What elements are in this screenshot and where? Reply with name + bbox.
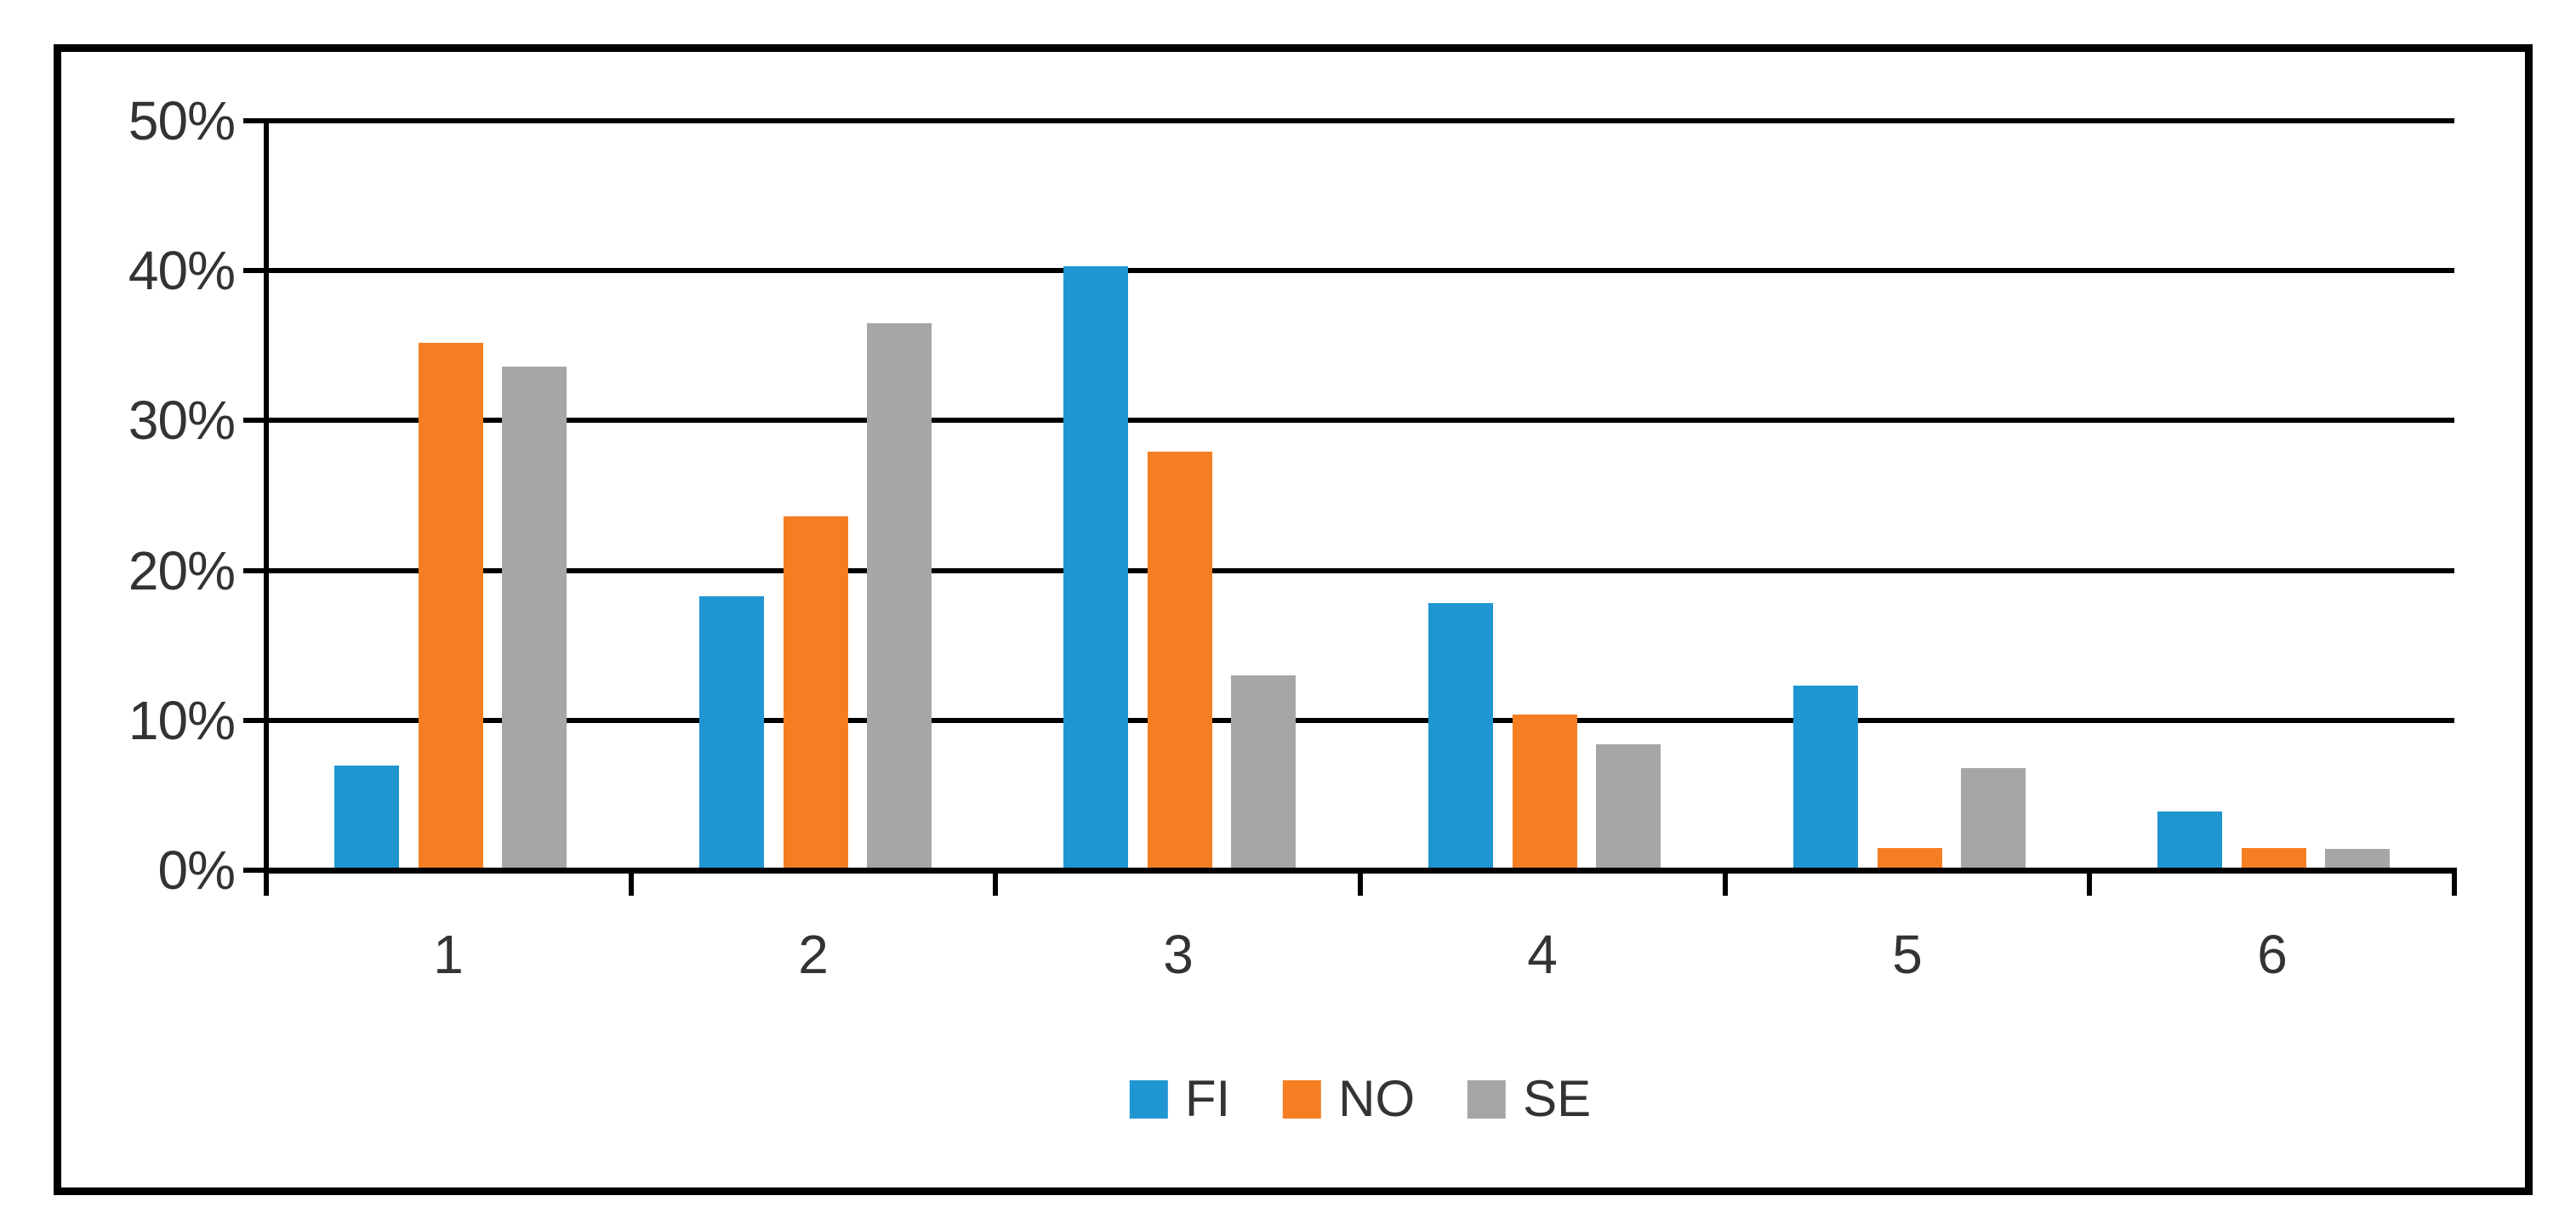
x-tick-mark: [2452, 873, 2457, 896]
bar-fi-cat3: [1063, 266, 1128, 870]
legend-swatch-no: [1283, 1079, 1322, 1119]
x-tick-label: 6: [2257, 924, 2288, 985]
y-tick-label: 10%: [128, 690, 236, 751]
y-tick-label: 20%: [128, 540, 236, 601]
x-tick-mark: [1358, 873, 1363, 896]
legend-label: SE: [1523, 1070, 1592, 1127]
bar-se-cat5: [1961, 768, 2026, 870]
legend-item-no: NO: [1283, 1073, 1415, 1125]
x-tick-mark: [264, 873, 269, 896]
y-tick-mark: [243, 718, 266, 723]
x-axis-line: [264, 868, 2457, 874]
x-tick-mark: [2087, 873, 2092, 896]
y-tick-label: 0%: [157, 840, 237, 901]
x-tick-label: 5: [1892, 924, 1923, 985]
y-tick-mark: [243, 568, 266, 573]
gridline: [266, 718, 2454, 723]
legend-label: FI: [1184, 1070, 1231, 1127]
bar-no-cat4: [1513, 715, 1577, 870]
bar-no-cat2: [784, 516, 848, 870]
bar-fi-cat4: [1428, 603, 1493, 870]
bar-fi-cat6: [2157, 811, 2222, 870]
y-tick-mark: [243, 868, 266, 873]
gridline: [266, 418, 2454, 423]
bar-se-cat2: [867, 323, 932, 870]
x-tick-mark: [1723, 873, 1728, 896]
bar-fi-cat5: [1793, 686, 1858, 870]
y-tick-mark: [243, 268, 266, 273]
bar-se-cat4: [1596, 744, 1661, 870]
x-tick-mark: [629, 873, 634, 896]
bar-fi-cat1: [334, 766, 399, 870]
y-tick-mark: [243, 118, 266, 123]
legend-label: NO: [1338, 1070, 1416, 1127]
y-axis-line: [264, 118, 269, 891]
gridline: [266, 268, 2454, 273]
x-tick-label: 1: [433, 924, 464, 985]
bar-se-cat3: [1231, 675, 1296, 870]
gridline: [266, 118, 2454, 123]
x-tick-label: 2: [798, 924, 829, 985]
legend-item-fi: FI: [1129, 1070, 1231, 1127]
bar-no-cat5: [1878, 848, 1942, 870]
y-tick-mark: [243, 418, 266, 423]
x-tick-label: 3: [1163, 924, 1194, 985]
bar-no-cat1: [419, 343, 483, 870]
bar-no-cat3: [1148, 452, 1212, 870]
y-tick-label: 50%: [128, 90, 236, 151]
legend-swatch-fi: [1129, 1079, 1168, 1119]
bar-no-cat6: [2242, 848, 2306, 870]
legend-swatch-se: [1468, 1079, 1507, 1119]
x-tick-label: 4: [1527, 924, 1558, 985]
legend-item-se: SE: [1468, 1073, 1591, 1125]
x-tick-mark: [993, 873, 998, 896]
gridline: [266, 568, 2454, 573]
bar-se-cat1: [502, 367, 567, 870]
bar-fi-cat2: [699, 596, 764, 870]
legend: FI NO SE: [1129, 1070, 1591, 1127]
y-tick-label: 30%: [128, 390, 236, 451]
y-tick-label: 40%: [128, 240, 236, 301]
bar-se-cat6: [2325, 849, 2390, 870]
